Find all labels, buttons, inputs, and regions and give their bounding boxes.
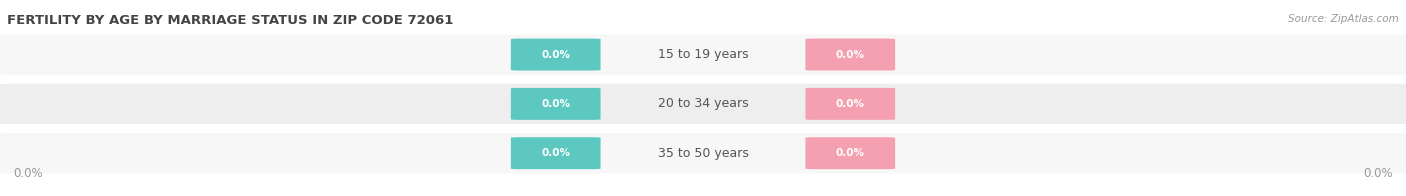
Text: 0.0%: 0.0% [835, 50, 865, 60]
FancyBboxPatch shape [0, 33, 1406, 76]
Text: 0.0%: 0.0% [835, 99, 865, 109]
Text: FERTILITY BY AGE BY MARRIAGE STATUS IN ZIP CODE 72061: FERTILITY BY AGE BY MARRIAGE STATUS IN Z… [7, 14, 453, 27]
Text: Source: ZipAtlas.com: Source: ZipAtlas.com [1288, 14, 1399, 24]
Text: 15 to 19 years: 15 to 19 years [658, 48, 748, 61]
FancyBboxPatch shape [510, 39, 600, 71]
Text: 20 to 34 years: 20 to 34 years [658, 97, 748, 110]
Text: 0.0%: 0.0% [835, 148, 865, 158]
Text: 0.0%: 0.0% [14, 167, 44, 180]
FancyBboxPatch shape [806, 39, 896, 71]
Text: 0.0%: 0.0% [541, 148, 571, 158]
Text: 0.0%: 0.0% [541, 99, 571, 109]
FancyBboxPatch shape [806, 88, 896, 120]
Text: 0.0%: 0.0% [541, 50, 571, 60]
FancyBboxPatch shape [510, 88, 600, 120]
Text: 0.0%: 0.0% [1362, 167, 1392, 180]
Text: 35 to 50 years: 35 to 50 years [658, 147, 748, 160]
FancyBboxPatch shape [0, 83, 1406, 125]
FancyBboxPatch shape [510, 137, 600, 169]
FancyBboxPatch shape [0, 132, 1406, 174]
FancyBboxPatch shape [806, 137, 896, 169]
